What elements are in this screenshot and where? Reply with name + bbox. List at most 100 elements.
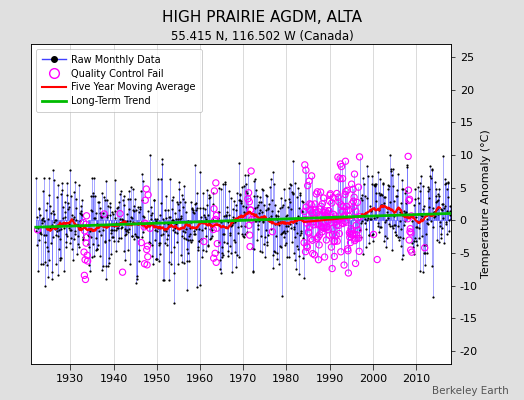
Point bbox=[232, 207, 240, 213]
Point bbox=[311, 215, 320, 222]
Point bbox=[196, 169, 204, 175]
Point bbox=[273, 250, 281, 256]
Point bbox=[440, 203, 449, 209]
Point bbox=[377, 190, 385, 197]
Point bbox=[149, 261, 157, 268]
Point bbox=[335, 199, 343, 205]
Point bbox=[200, 238, 208, 245]
Point bbox=[221, 224, 230, 230]
Point bbox=[319, 195, 328, 201]
Point bbox=[212, 180, 220, 186]
Point bbox=[56, 235, 64, 242]
Point bbox=[398, 176, 406, 183]
Point bbox=[261, 227, 270, 234]
Point bbox=[272, 212, 280, 219]
Point bbox=[306, 206, 314, 212]
Point bbox=[369, 231, 377, 237]
Point bbox=[124, 229, 132, 235]
Point bbox=[268, 169, 277, 176]
Point bbox=[445, 208, 454, 214]
Point bbox=[259, 187, 268, 193]
Point bbox=[428, 263, 436, 269]
Point bbox=[278, 204, 286, 210]
Point bbox=[371, 182, 379, 188]
Point bbox=[370, 183, 379, 189]
Point bbox=[62, 239, 71, 245]
Point bbox=[156, 212, 165, 219]
Point bbox=[119, 196, 127, 203]
Point bbox=[196, 282, 204, 288]
Point bbox=[279, 186, 288, 192]
Point bbox=[194, 226, 203, 232]
Point bbox=[182, 209, 191, 216]
Point bbox=[257, 198, 265, 205]
Point bbox=[353, 235, 361, 242]
Point bbox=[439, 201, 447, 208]
Point bbox=[76, 224, 84, 230]
Point bbox=[365, 240, 374, 247]
Point bbox=[246, 207, 255, 213]
Point bbox=[314, 234, 322, 240]
Point bbox=[59, 204, 68, 210]
Point bbox=[323, 217, 332, 223]
Point bbox=[277, 195, 286, 202]
Point bbox=[202, 233, 210, 240]
Point bbox=[369, 238, 377, 244]
Point bbox=[106, 212, 114, 218]
Point bbox=[107, 227, 115, 233]
Point bbox=[368, 181, 377, 187]
Point bbox=[37, 261, 46, 268]
Point bbox=[43, 261, 51, 268]
Point bbox=[151, 236, 159, 243]
Point bbox=[137, 188, 145, 195]
Point bbox=[324, 218, 332, 225]
Point bbox=[104, 262, 112, 269]
Point bbox=[262, 207, 270, 214]
Point bbox=[162, 235, 171, 242]
Point bbox=[197, 218, 205, 224]
Point bbox=[161, 193, 170, 199]
Point bbox=[114, 225, 122, 231]
Point bbox=[169, 244, 178, 251]
Point bbox=[237, 223, 245, 229]
Point bbox=[204, 195, 213, 202]
Point bbox=[248, 216, 256, 222]
Point bbox=[438, 224, 446, 231]
Point bbox=[164, 232, 172, 238]
Point bbox=[144, 208, 152, 215]
Point bbox=[267, 176, 276, 182]
Point bbox=[373, 214, 381, 220]
Point bbox=[80, 219, 88, 226]
Point bbox=[117, 235, 126, 241]
Point bbox=[99, 210, 107, 216]
Point bbox=[252, 187, 260, 193]
Point bbox=[446, 212, 454, 218]
Point bbox=[193, 284, 202, 290]
Point bbox=[218, 250, 226, 256]
Point bbox=[103, 197, 111, 203]
Point bbox=[261, 192, 270, 199]
Point bbox=[123, 211, 131, 217]
Point bbox=[101, 239, 109, 245]
Point bbox=[47, 210, 55, 216]
Point bbox=[290, 250, 298, 256]
Point bbox=[59, 215, 67, 221]
Point bbox=[238, 233, 247, 239]
Point bbox=[391, 229, 399, 236]
Point bbox=[231, 238, 239, 245]
Point bbox=[156, 239, 164, 246]
Point bbox=[216, 270, 225, 276]
Point bbox=[149, 220, 157, 226]
Point bbox=[82, 240, 90, 246]
Point bbox=[145, 152, 154, 158]
Point bbox=[217, 244, 226, 250]
Point bbox=[418, 182, 427, 189]
Point bbox=[112, 248, 121, 254]
Point bbox=[187, 218, 195, 225]
Point bbox=[270, 202, 279, 208]
Point bbox=[305, 200, 314, 207]
Point bbox=[238, 230, 247, 237]
Point bbox=[209, 190, 217, 196]
Point bbox=[432, 198, 441, 204]
Point bbox=[418, 213, 427, 220]
